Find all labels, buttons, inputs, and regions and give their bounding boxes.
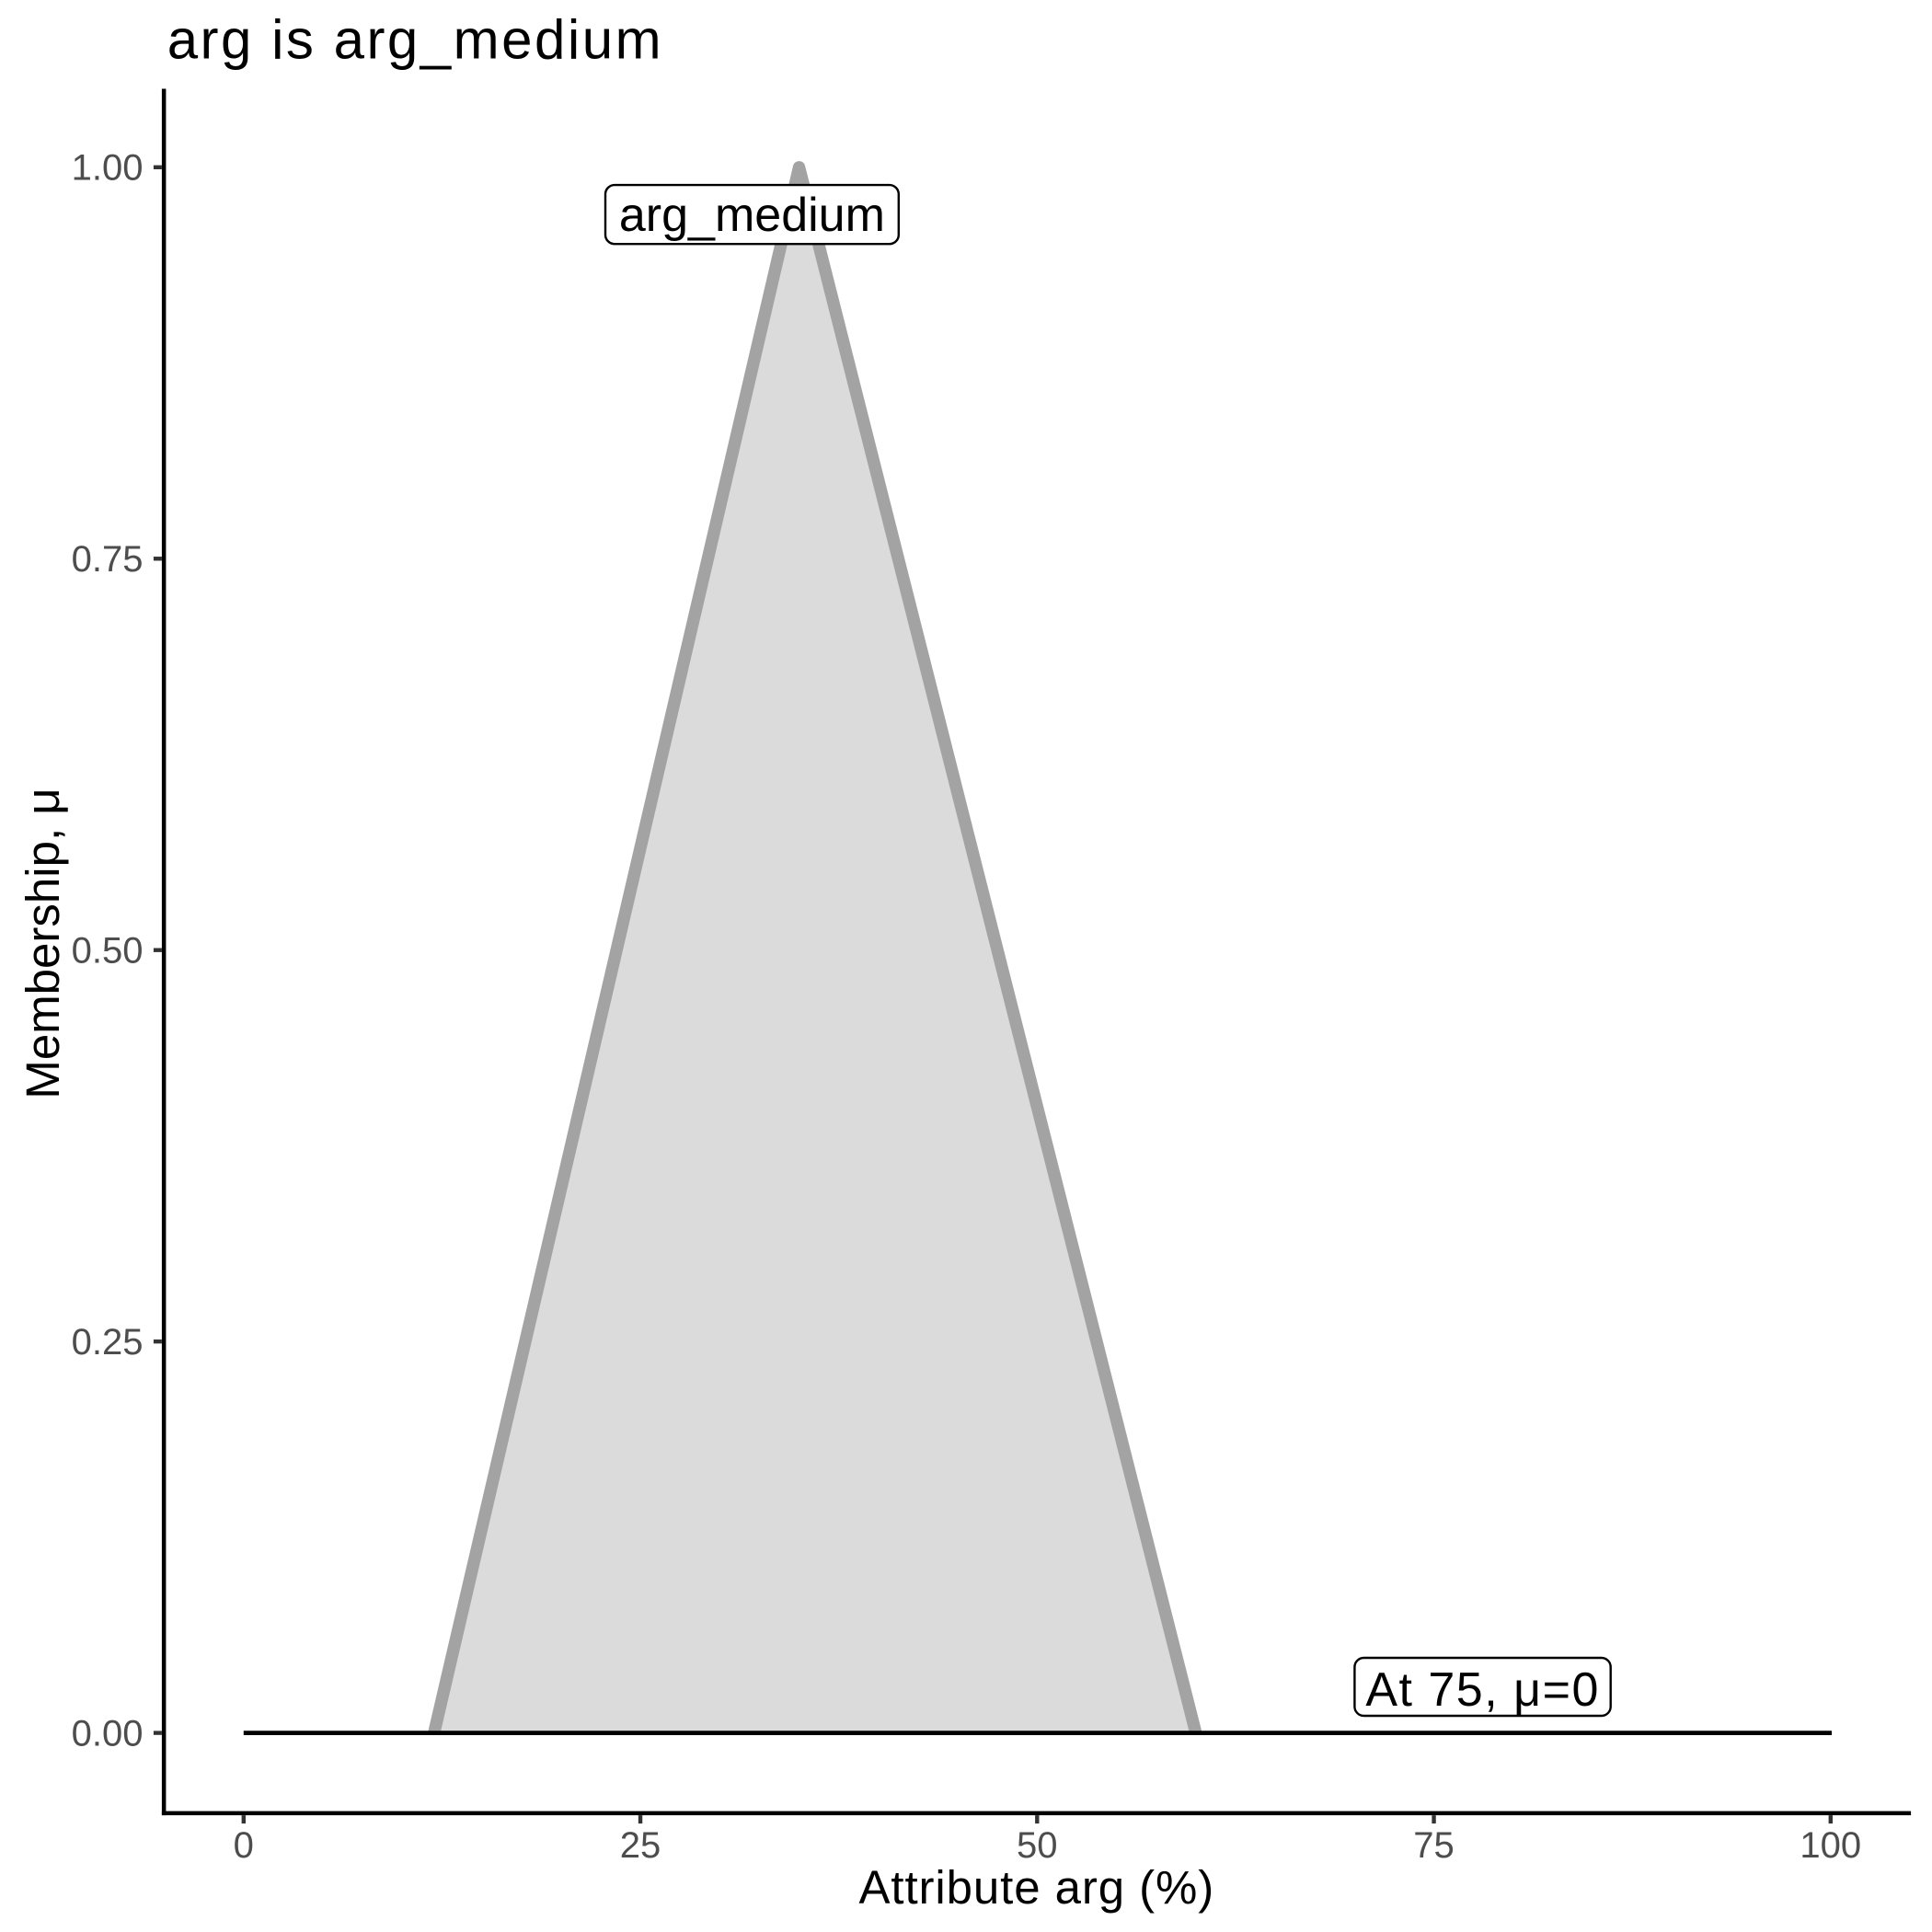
svg-text:100: 100 [1800, 1825, 1861, 1866]
svg-text:1.00: 1.00 [72, 148, 144, 189]
svg-text:50: 50 [1017, 1825, 1058, 1866]
svg-text:Membership, μ: Membership, μ [17, 788, 69, 1098]
svg-text:Attribute arg (%): Attribute arg (%) [858, 1861, 1214, 1914]
svg-text:arg is arg_medium: arg is arg_medium [167, 9, 663, 71]
svg-text:At 75, μ=0: At 75, μ=0 [1365, 1663, 1600, 1717]
svg-text:75: 75 [1413, 1825, 1455, 1866]
svg-text:25: 25 [620, 1825, 661, 1866]
svg-text:0.00: 0.00 [72, 1713, 144, 1754]
svg-text:0.75: 0.75 [72, 539, 144, 580]
svg-text:0: 0 [234, 1825, 254, 1866]
svg-text:0.50: 0.50 [72, 931, 144, 972]
svg-text:arg_medium: arg_medium [619, 189, 885, 242]
svg-text:0.25: 0.25 [72, 1322, 144, 1363]
